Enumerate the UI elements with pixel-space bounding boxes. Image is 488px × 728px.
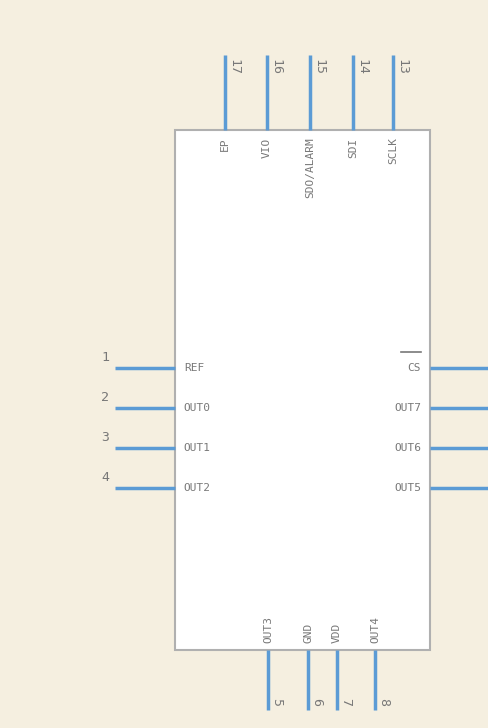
Text: SDO/ALARM: SDO/ALARM [305, 138, 315, 198]
Text: VIO: VIO [262, 138, 272, 157]
Text: OUT3: OUT3 [263, 616, 273, 643]
Text: OUT2: OUT2 [184, 483, 211, 493]
Text: 16: 16 [269, 59, 283, 75]
Text: 14: 14 [355, 59, 368, 75]
Text: 3: 3 [101, 432, 109, 444]
Text: OUT1: OUT1 [184, 443, 211, 453]
Text: 17: 17 [227, 59, 241, 75]
Polygon shape [175, 130, 430, 650]
Text: REF: REF [184, 363, 204, 373]
Text: VDD: VDD [332, 622, 342, 643]
Text: GND: GND [303, 622, 313, 643]
Text: 13: 13 [395, 59, 408, 75]
Text: OUT7: OUT7 [394, 403, 421, 413]
Text: 5: 5 [270, 698, 284, 706]
Text: 4: 4 [101, 471, 109, 484]
Text: OUT0: OUT0 [184, 403, 211, 413]
Text: 8: 8 [377, 698, 390, 706]
Text: EP: EP [220, 138, 230, 151]
Text: SDI: SDI [348, 138, 358, 157]
Text: CS: CS [407, 363, 421, 373]
Text: OUT6: OUT6 [394, 443, 421, 453]
Text: 1: 1 [101, 352, 109, 364]
Text: 6: 6 [310, 698, 324, 706]
Text: OUT4: OUT4 [370, 616, 380, 643]
Text: SCLK: SCLK [388, 138, 398, 165]
Text: 7: 7 [340, 698, 352, 706]
Text: 15: 15 [312, 59, 325, 75]
Text: OUT5: OUT5 [394, 483, 421, 493]
Text: 2: 2 [101, 392, 109, 404]
